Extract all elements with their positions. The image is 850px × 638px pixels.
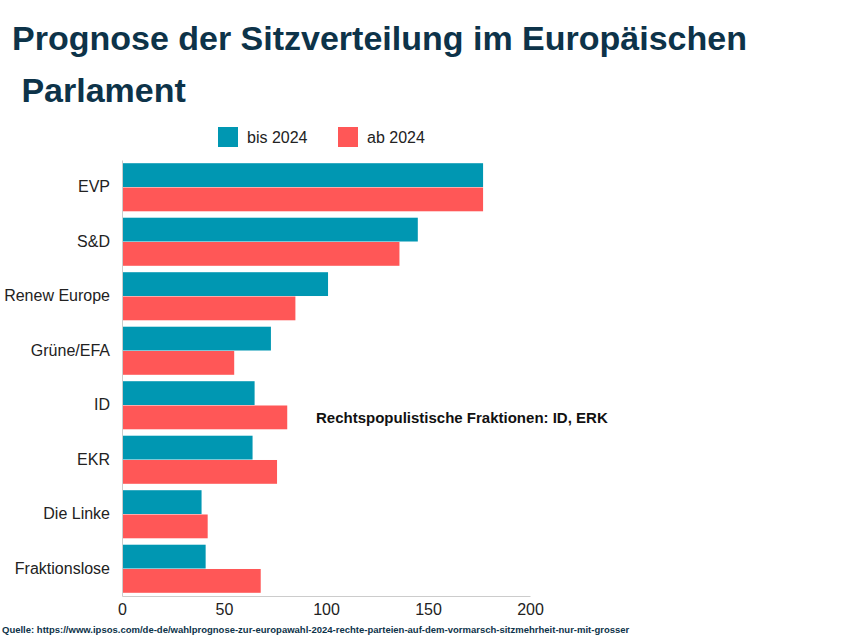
bar bbox=[122, 296, 295, 320]
y-tick-label: Die Linke bbox=[43, 505, 110, 522]
bar bbox=[122, 405, 287, 429]
x-tick-label: 200 bbox=[517, 601, 544, 618]
y-tick: EKR bbox=[77, 451, 122, 468]
title-line: Parlament bbox=[12, 71, 186, 109]
x-tick: 150 bbox=[415, 596, 442, 618]
bar bbox=[122, 218, 418, 242]
y-axis: EVP S&D Renew Europe Grüne/EFA ID EKR Die Link… bbox=[4, 161, 122, 597]
bar bbox=[122, 381, 255, 405]
source: Quelle: https://www.ipsos.com/de-de/wahl… bbox=[2, 624, 630, 635]
x-tick: 0 bbox=[118, 596, 127, 618]
y-tick: S&D bbox=[77, 233, 122, 250]
x-axis-line bbox=[123, 596, 531, 597]
y-tick-label: EKR bbox=[77, 451, 110, 468]
title-line: Prognose der Sitzverteilung im Europäisc… bbox=[12, 19, 747, 57]
bar bbox=[122, 272, 328, 296]
legend-label: bis 2024 bbox=[247, 129, 308, 146]
y-tick: Grüne/EFA bbox=[31, 342, 122, 359]
y-tick-label: ID bbox=[94, 396, 110, 413]
bar bbox=[122, 545, 206, 569]
x-axis: 0 50 100 150 200 bbox=[118, 596, 544, 618]
bar bbox=[122, 569, 261, 593]
y-tick-label: Fraktionslose bbox=[15, 560, 110, 577]
y-tick-label: EVP bbox=[78, 178, 110, 195]
y-tick: Renew Europe bbox=[4, 287, 122, 304]
x-tick-label: 150 bbox=[415, 601, 442, 618]
bar bbox=[122, 351, 234, 375]
y-tick-label: Renew Europe bbox=[4, 287, 110, 304]
bar bbox=[122, 163, 483, 187]
annotation: Rechtspopulistische Fraktionen: ID, ERK bbox=[316, 409, 608, 426]
x-tick: 50 bbox=[216, 596, 234, 618]
bar bbox=[122, 242, 399, 266]
legend-item: bis 2024 bbox=[218, 127, 308, 147]
legend: bis 2024 ab 2024 bbox=[218, 127, 425, 147]
y-tick: Fraktionslose bbox=[15, 560, 122, 577]
x-tick-label: 50 bbox=[216, 601, 234, 618]
bar bbox=[122, 460, 277, 484]
bar bbox=[122, 490, 202, 514]
bar bbox=[122, 327, 271, 351]
x-tick-label: 100 bbox=[313, 601, 340, 618]
y-tick: ID bbox=[94, 396, 122, 413]
y-axis-line bbox=[122, 161, 123, 597]
x-tick: 200 bbox=[517, 596, 544, 618]
y-tick-label: Grüne/EFA bbox=[31, 342, 110, 359]
title: Prognose der Sitzverteilung im Europäisc… bbox=[12, 19, 747, 109]
bars bbox=[122, 163, 483, 593]
y-tick: Die Linke bbox=[43, 505, 122, 522]
legend-label: ab 2024 bbox=[367, 129, 425, 146]
y-tick-label: S&D bbox=[77, 233, 110, 250]
legend-item: ab 2024 bbox=[338, 127, 425, 147]
legend-swatch bbox=[338, 127, 358, 147]
bar bbox=[122, 436, 253, 460]
legend-swatch bbox=[218, 127, 238, 147]
bar bbox=[122, 514, 208, 538]
x-tick: 100 bbox=[313, 596, 340, 618]
chart: Prognose der Sitzverteilung im Europäisc… bbox=[0, 0, 850, 638]
bar bbox=[122, 187, 483, 211]
y-tick: EVP bbox=[78, 178, 122, 195]
x-tick-label: 0 bbox=[118, 601, 127, 618]
